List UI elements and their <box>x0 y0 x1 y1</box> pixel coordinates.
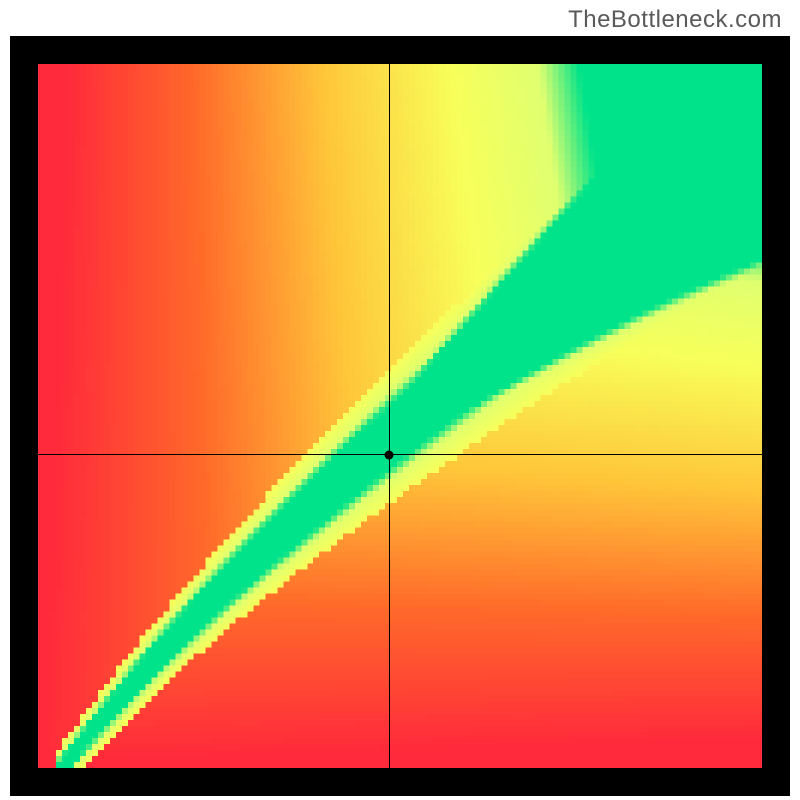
crosshair-vertical <box>389 64 390 768</box>
crosshair-horizontal <box>38 454 762 455</box>
crosshair-marker <box>385 450 394 459</box>
watermark-text: TheBottleneck.com <box>568 6 782 34</box>
heatmap-canvas <box>38 64 762 768</box>
chart-container: TheBottleneck.com <box>0 0 800 800</box>
